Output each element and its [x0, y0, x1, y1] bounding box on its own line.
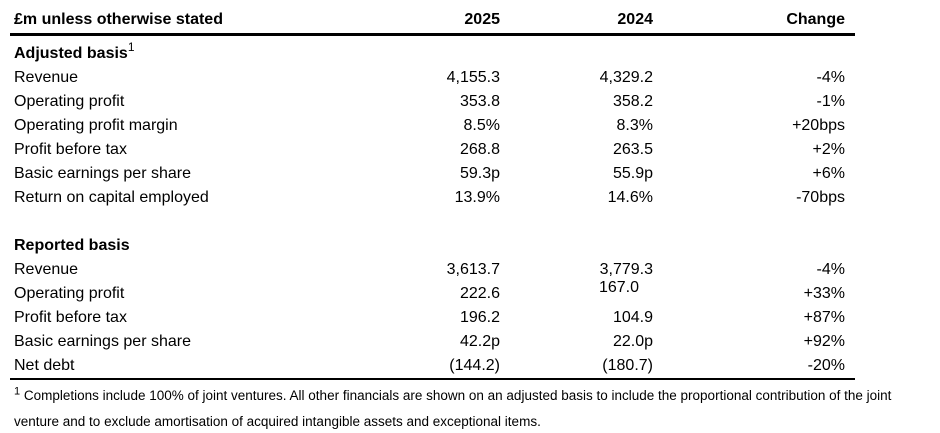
value-change: +87% [803, 309, 845, 326]
value-2025: 42.2p [459, 333, 500, 350]
table-row: Operating profit 353.8 358.2 -1% [10, 90, 855, 114]
value-2024: (180.7) [602, 357, 653, 374]
row-label: Operating profit margin [14, 117, 178, 134]
header-col-2024: 2024 [617, 10, 653, 28]
row-label: Profit before tax [14, 309, 127, 326]
table-body: Adjusted basis1 Revenue 4,155.3 4,329.2 -4% O… [10, 41, 855, 378]
table-row: Basic earnings per share 42.2p 22.0p +92% [10, 330, 855, 354]
table-row: Return on capital employed 13.9% 14.6% -70b… [10, 186, 855, 210]
value-2025: 8.5% [463, 117, 500, 134]
section-title-row: Reported basis [10, 234, 855, 258]
header-col-2025: 2025 [464, 10, 500, 28]
section-title-text: Adjusted basis [14, 45, 128, 62]
row-label: Basic earnings per share [14, 165, 191, 182]
footnote-text-line2: venture and to exclude amortisation of a… [14, 414, 541, 429]
value-change: -4% [816, 261, 845, 278]
value-2025: 268.8 [459, 141, 500, 158]
section-title-superscript: 1 [127, 39, 135, 54]
value-change: -20% [807, 357, 845, 374]
table-bottom-rule [10, 378, 855, 380]
section-title: Adjusted basis1 [10, 41, 340, 63]
footnote-marker: 1 [14, 385, 21, 398]
value-2025: 13.9% [454, 189, 500, 206]
value-2024: 4,329.2 [599, 69, 653, 86]
value-2024: 8.3% [616, 117, 653, 134]
value-change: +2% [812, 141, 845, 158]
section-title-row: Adjusted basis1 [10, 41, 855, 66]
value-2024: 167.0 [598, 279, 639, 296]
section-title: Reported basis [10, 237, 340, 255]
row-label: Net debt [14, 357, 75, 374]
value-2024: 22.0p [612, 333, 653, 350]
value-change: -70bps [796, 189, 845, 206]
row-label: Revenue [14, 69, 79, 86]
section-title-text: Reported basis [14, 237, 130, 254]
row-label: Return on capital employed [14, 189, 209, 206]
row-label: Operating profit [14, 93, 125, 110]
value-change: +92% [803, 333, 845, 350]
value-change: +6% [812, 165, 845, 182]
value-2024: 55.9p [612, 165, 653, 182]
table-header-row: £m unless otherwise stated 2025 2024 Cha… [10, 7, 855, 32]
section-adjusted: Adjusted basis1 Revenue 4,155.3 4,329.2 -4% O… [10, 41, 855, 210]
table-row: Revenue 3,613.7 3,779.3 -4% [10, 258, 855, 282]
value-change: -1% [816, 93, 845, 110]
value-2024: 104.9 [612, 309, 653, 326]
financial-summary-table: £m unless otherwise stated 2025 2024 Cha… [10, 7, 855, 380]
value-2024: 3,779.3 [599, 261, 653, 278]
header-col-change: Change [786, 10, 845, 28]
table-row: Net debt (144.2) (180.7) -20% [10, 354, 855, 378]
table-row: Basic earnings per share 59.3p 55.9p +6% [10, 162, 855, 186]
value-change: -4% [816, 69, 845, 86]
header-double-rule [10, 33, 855, 36]
row-label: Basic earnings per share [14, 333, 191, 350]
value-2025: 353.8 [459, 93, 500, 110]
footnote-text-line1: Completions include 100% of joint ventur… [23, 388, 892, 403]
table-row: Profit before tax 268.8 263.5 +2% [10, 138, 855, 162]
table-row: Operating profit margin 8.5% 8.3% +20bps [10, 114, 855, 138]
footnote: 1 Completions include 100% of joint vent… [14, 383, 932, 433]
value-change: +20bps [792, 117, 845, 134]
value-2025: 4,155.3 [446, 69, 500, 86]
value-2024: 263.5 [612, 141, 653, 158]
value-2024: 358.2 [612, 93, 653, 110]
section-reported: Reported basis Revenue 3,613.7 3,779.3 -4% Op… [10, 234, 855, 378]
value-2025: 3,613.7 [446, 261, 500, 278]
row-label: Operating profit [14, 285, 125, 302]
value-2025: (144.2) [449, 357, 500, 374]
value-change: +33% [803, 285, 845, 302]
value-2025: 222.6 [459, 285, 500, 302]
table-row: Operating profit 222.6 167.0 +33% [10, 279, 855, 306]
value-2025: 196.2 [459, 309, 500, 326]
table-row: Profit before tax 196.2 104.9 +87% [10, 306, 855, 330]
table-row: Revenue 4,155.3 4,329.2 -4% [10, 66, 855, 90]
footnote-line-1: 1 Completions include 100% of joint vent… [14, 383, 932, 409]
row-label: Profit before tax [14, 141, 127, 158]
value-2024: 14.6% [607, 189, 653, 206]
header-unit-label: £m unless otherwise stated [14, 10, 223, 28]
value-2025: 59.3p [459, 165, 500, 182]
row-label: Revenue [14, 261, 79, 278]
